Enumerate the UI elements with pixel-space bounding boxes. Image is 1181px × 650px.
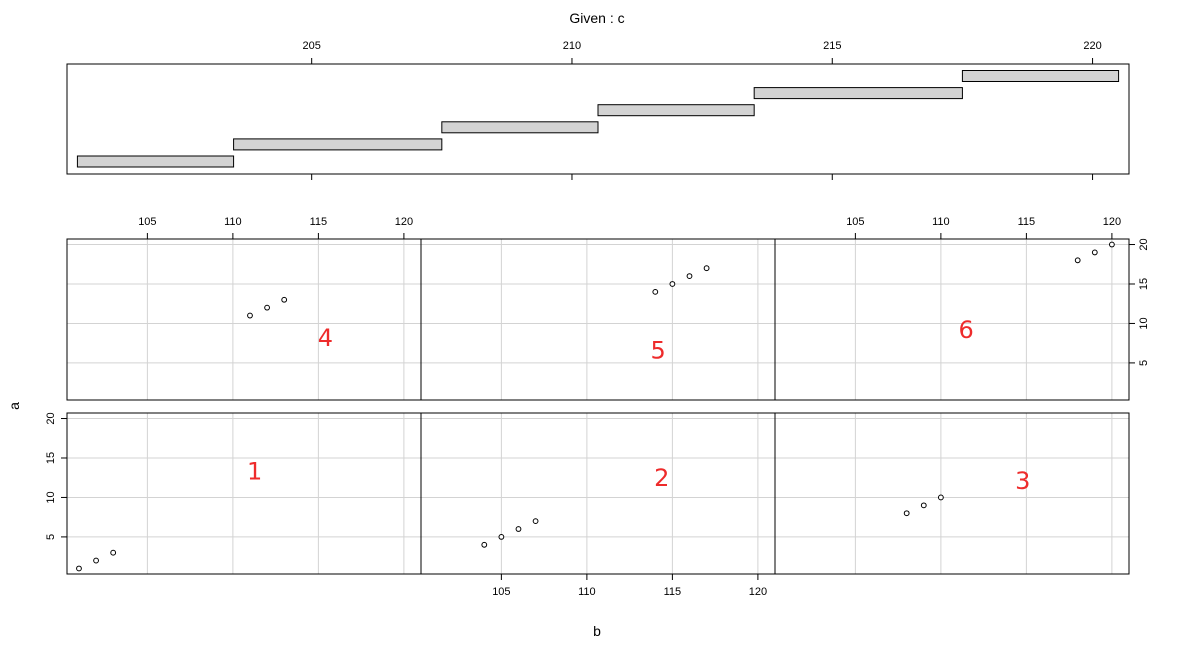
panel-frame — [774, 412, 1130, 575]
panel-frame — [420, 412, 776, 575]
panel-number-annotation: 4 — [318, 324, 333, 352]
panel-number-annotation: 1 — [247, 458, 262, 486]
data-point — [1091, 249, 1098, 256]
given-panel: 205 210 215 220 — [66, 40, 1130, 180]
data-point — [1108, 241, 1115, 248]
y-tick-label: 20 — [45, 412, 57, 424]
data-point — [937, 494, 944, 501]
x-tick-label: 110 — [932, 216, 950, 228]
data-point — [76, 565, 82, 572]
data-point — [481, 541, 488, 548]
given-interval-bar — [441, 121, 599, 134]
given-tick-label: 205 — [302, 40, 320, 52]
data-point — [1074, 257, 1081, 264]
x-tick-label: 105 — [138, 216, 156, 228]
panel-4: 4 105 110 115 120 — [66, 216, 422, 401]
x-tick-label: 110 — [224, 216, 242, 228]
data-point — [652, 288, 659, 295]
chart-title: Given : c — [569, 10, 624, 26]
panel-frame — [66, 412, 422, 575]
data-point — [110, 549, 117, 556]
x-tick-label: 115 — [664, 586, 682, 598]
given-interval-bar — [753, 87, 963, 100]
x-tick-label: 105 — [492, 586, 510, 598]
data-point — [498, 534, 505, 540]
panel-6: 6 105 110 115 120 5 10 15 20 — [774, 216, 1150, 401]
given-interval-bar — [597, 104, 755, 117]
panel-number-annotation: 5 — [651, 337, 666, 365]
data-point — [703, 265, 710, 272]
panel-number-annotation: 3 — [1015, 467, 1030, 495]
data-point — [247, 312, 253, 319]
panel-frame — [774, 238, 1130, 401]
data-point — [920, 502, 927, 509]
data-point — [515, 526, 522, 532]
data-point — [532, 518, 539, 525]
panel-3: 3 — [774, 412, 1130, 575]
panel-2: 2 105 110 115 120 — [420, 412, 776, 598]
y-tick-label: 5 — [45, 534, 57, 540]
x-axis-label: b — [593, 623, 601, 639]
panel-frame — [420, 238, 776, 401]
data-point — [281, 296, 288, 303]
y-tick-label: 5 — [1138, 360, 1150, 366]
x-tick-label: 120 — [1103, 216, 1121, 228]
y-tick-label: 20 — [1138, 238, 1150, 250]
x-tick-label: 105 — [846, 216, 864, 228]
y-tick-label: 15 — [45, 452, 57, 464]
data-point — [903, 510, 910, 517]
panel-5: 5 — [420, 238, 776, 401]
given-tick-label: 220 — [1083, 40, 1101, 52]
x-tick-label: 120 — [749, 586, 767, 598]
panel-number-annotation: 2 — [654, 464, 669, 492]
y-axis-label: a — [6, 402, 22, 410]
data-point — [264, 304, 270, 311]
given-interval-bar — [76, 155, 235, 168]
x-tick-label: 110 — [578, 586, 596, 598]
data-point — [669, 281, 676, 287]
data-point — [686, 273, 693, 279]
y-tick-label: 10 — [1138, 317, 1150, 329]
data-point — [93, 557, 99, 564]
y-tick-label: 10 — [45, 491, 57, 503]
x-tick-label: 115 — [1018, 216, 1036, 228]
given-tick-label: 210 — [563, 40, 581, 52]
x-tick-label: 120 — [395, 216, 413, 228]
panel-number-annotation: 6 — [959, 316, 974, 344]
given-panel-frame — [66, 63, 1130, 175]
y-tick-label: 15 — [1138, 278, 1150, 290]
given-tick-label: 215 — [823, 40, 841, 52]
given-interval-bar — [961, 70, 1120, 82]
given-interval-bar — [233, 138, 443, 151]
x-tick-label: 115 — [310, 216, 328, 228]
panel-frame — [66, 238, 422, 401]
